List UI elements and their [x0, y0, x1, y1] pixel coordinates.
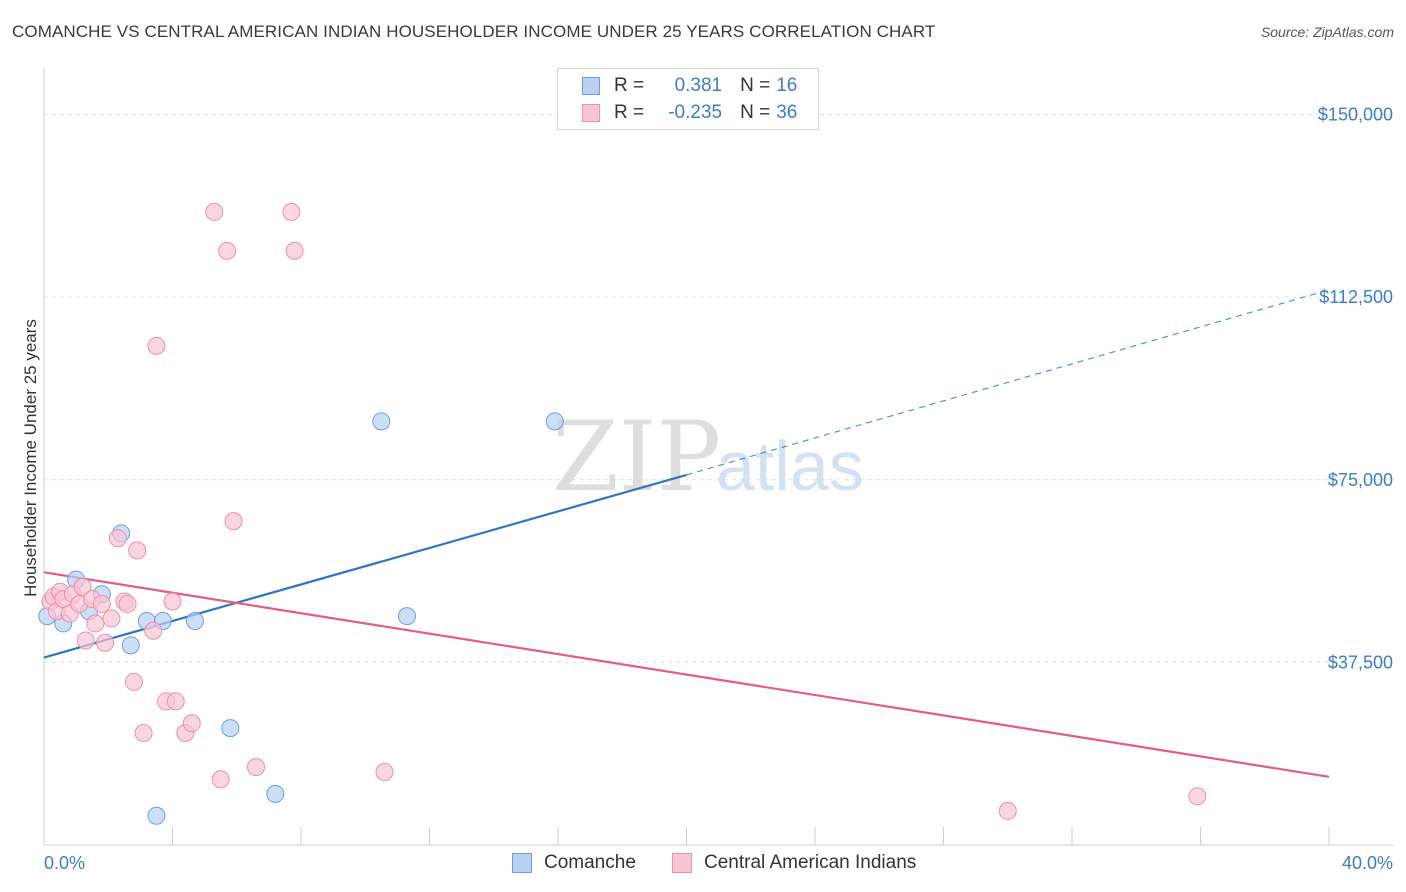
legend-label: Comanche: [544, 852, 636, 873]
legend-item-central-american-indians[interactable]: Central American Indians: [672, 852, 916, 874]
point-central-american: [147, 336, 166, 355]
point-comanche: [398, 607, 417, 626]
source-label: Source: ZipAtlas.com: [1260, 24, 1394, 40]
point-comanche: [545, 412, 564, 431]
point-central-american: [1188, 787, 1207, 806]
x-tick-label: 0.0%: [44, 853, 85, 873]
point-central-american: [128, 541, 147, 560]
legend-r-label: R =: [614, 75, 645, 96]
point-central-american: [124, 672, 143, 691]
trend-line-central-american: [43, 571, 1330, 778]
point-layer: [38, 202, 1207, 825]
point-central-american: [86, 614, 105, 633]
point-comanche: [266, 784, 285, 803]
watermark: ZIP atlas: [552, 401, 864, 513]
point-central-american: [144, 621, 163, 640]
point-comanche: [147, 806, 166, 825]
legend-swatch-pink: [672, 853, 692, 873]
point-comanche: [185, 611, 204, 630]
legend-n-value: 36: [776, 102, 798, 123]
point-central-american: [247, 758, 266, 777]
y-axis-title: Householder Income Under 25 years: [21, 319, 40, 597]
watermark-zip: ZIP: [552, 401, 721, 513]
y-tick-label: $150,000: [1318, 105, 1393, 125]
x-tick-label: 40.0%: [1342, 853, 1393, 873]
point-central-american: [166, 692, 185, 711]
point-central-american: [73, 577, 92, 596]
chart-title: COMANCHE VS CENTRAL AMERICAN INDIAN HOUS…: [12, 22, 936, 41]
grid-layer: [44, 114, 1393, 663]
legend-swatch-blue: [582, 77, 600, 95]
y-tick-label: $75,000: [1328, 470, 1393, 490]
legend-swatch-blue: [512, 853, 532, 873]
point-central-american: [163, 592, 182, 611]
legend-r-value: 0.381: [674, 75, 723, 96]
point-central-american: [375, 762, 394, 781]
y-tick-label: $112,500: [1319, 287, 1393, 307]
legend-row-central-american: R = -0.235 N = 36: [582, 100, 797, 126]
legend-r-label: R =: [614, 102, 645, 123]
point-central-american: [102, 609, 121, 628]
legend-label: Central American Indians: [704, 852, 917, 873]
point-comanche: [121, 636, 140, 655]
legend-swatch-pink: [582, 104, 600, 122]
trend-layer: [43, 289, 1330, 778]
series-legend: Comanche Central American Indians: [0, 852, 1406, 878]
point-central-american: [211, 770, 230, 789]
point-central-american: [205, 202, 224, 221]
point-central-american: [96, 633, 115, 652]
y-tick-label: $37,500: [1328, 652, 1393, 672]
point-central-american: [998, 801, 1017, 820]
point-central-american: [282, 202, 301, 221]
legend-row-comanche: R = 0.381 N = 16: [582, 73, 797, 99]
point-central-american: [224, 512, 243, 531]
point-central-american: [182, 714, 201, 733]
point-central-american: [108, 529, 127, 548]
legend-r-value: -0.235: [668, 102, 723, 123]
axis-layer: [43, 68, 1393, 846]
point-central-american: [285, 241, 304, 260]
legend-item-comanche[interactable]: Comanche: [512, 852, 636, 874]
point-comanche: [372, 412, 391, 431]
point-central-american: [118, 594, 137, 613]
trend-line-comanche: [43, 473, 687, 659]
legend-n-label: N =: [740, 102, 771, 123]
point-central-american: [76, 631, 95, 650]
point-central-american: [134, 723, 153, 742]
legend-n-label: N =: [740, 75, 771, 96]
trend-line-extension: [686, 289, 1330, 476]
point-comanche: [221, 719, 240, 738]
correlation-legend: R = 0.381 N = 16 R = -0.235 N = 36: [557, 68, 819, 130]
legend-n-value: 16: [776, 75, 798, 96]
watermark-atlas: atlas: [716, 427, 864, 505]
label-layer: $37,500 $75,000 $112,500 $150,000 0.0% 40.0%: [44, 105, 1393, 873]
point-central-american: [92, 594, 111, 613]
point-central-american: [218, 241, 237, 260]
